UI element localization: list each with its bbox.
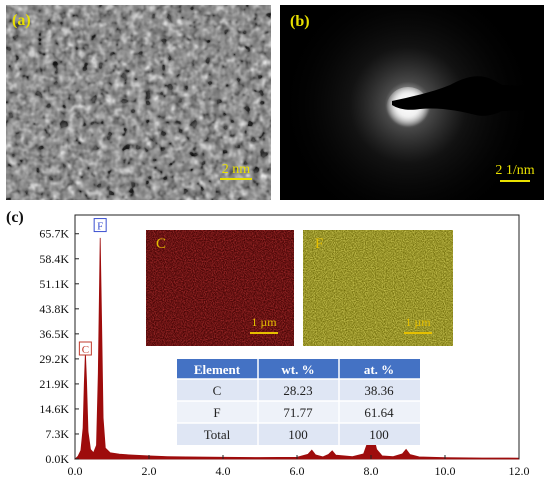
y-tick-label: 0.0K	[45, 452, 69, 466]
table-cell: Total	[204, 427, 231, 442]
y-tick-label: 21.9K	[39, 377, 69, 391]
table-header-element: Element	[194, 362, 241, 377]
table-cell: 100	[369, 427, 389, 442]
diffraction-image: (b) 2 1/nm	[280, 5, 544, 200]
eds-spectrum-chart: (c) 0.0K 7.3K 14.6K 21.9K 29.2K 36.5K 43.8K 51.…	[6, 209, 530, 478]
table-header-row	[177, 359, 420, 379]
c-element-map: C 1 µm	[146, 230, 294, 346]
y-tick-label: 7.3K	[45, 427, 69, 441]
panel-a-tem-image: (a) 2 nm	[6, 5, 271, 200]
composition-table: Element wt. % at. % C 28.23 38.36 F 71.7…	[177, 359, 420, 445]
f-map-scale-label: 1 µm	[405, 315, 431, 329]
x-axis: 0.0 2.0 4.0 6.0 8.0 10.0 12.0	[68, 455, 530, 478]
panel-b-diffraction: (b) 2 1/nm	[280, 5, 544, 200]
x-tick-label: 6.0	[290, 464, 305, 478]
peak-labels: CF	[78, 218, 107, 356]
panel-a-label: (a)	[12, 12, 31, 29]
panel-c-label: (c)	[6, 209, 24, 226]
x-tick-label: 12.0	[509, 464, 530, 478]
table-row	[177, 379, 420, 401]
scale-bar-b-label: 2 1/nm	[495, 163, 534, 178]
y-tick-label: 43.8K	[39, 302, 69, 316]
y-tick-label: 29.2K	[39, 352, 69, 366]
beam-stopper	[392, 76, 544, 116]
tem-image: (a) 2 nm	[6, 5, 271, 200]
panel-c-eds: (c) 0.0K 7.3K 14.6K 21.9K 29.2K 36.5K 43.8K 51.…	[0, 205, 550, 485]
x-tick-label: 0.0	[68, 464, 83, 478]
peak-label: C	[82, 344, 89, 356]
table-cell: 71.77	[283, 405, 313, 420]
x-tick-label: 8.0	[364, 464, 379, 478]
y-tick-label: 58.4K	[39, 252, 69, 266]
x-tick-label: 2.0	[142, 464, 157, 478]
peak-label-box	[93, 218, 107, 233]
spectrum-layer	[73, 237, 520, 460]
table-header-wt: wt. %	[281, 362, 314, 377]
table-cell: F	[213, 405, 220, 420]
peak-label-box	[78, 341, 92, 356]
y-tick-label: 36.5K	[39, 327, 69, 341]
x-tick-label: 4.0	[216, 464, 231, 478]
table-row	[177, 423, 420, 445]
table-cell: C	[213, 383, 222, 398]
y-tick-label: 65.7K	[39, 227, 69, 241]
y-tick-label: 51.1K	[39, 277, 69, 291]
scale-bar-a-label: 2 nm	[222, 162, 251, 177]
c-map-label: C	[156, 236, 166, 252]
table-row	[177, 401, 420, 423]
panel-b-label: (b)	[290, 13, 310, 30]
table-cell: 100	[288, 427, 308, 442]
spectrum-area	[73, 237, 520, 460]
f-map-label: F	[315, 236, 323, 252]
table-cell: 61.64	[364, 405, 394, 420]
table-cell: 38.36	[364, 383, 394, 398]
y-axis: 0.0K 7.3K 14.6K 21.9K 29.2K 36.5K 43.8K 51.1K 58…	[39, 227, 79, 466]
c-map-scale-label: 1 µm	[251, 315, 277, 329]
f-element-map: F 1 µm	[303, 230, 453, 346]
y-tick-label: 14.6K	[39, 402, 69, 416]
table-header-at: at. %	[364, 362, 394, 377]
table-cell: 28.23	[283, 383, 312, 398]
peak-label: F	[97, 221, 103, 233]
x-tick-label: 10.0	[435, 464, 456, 478]
